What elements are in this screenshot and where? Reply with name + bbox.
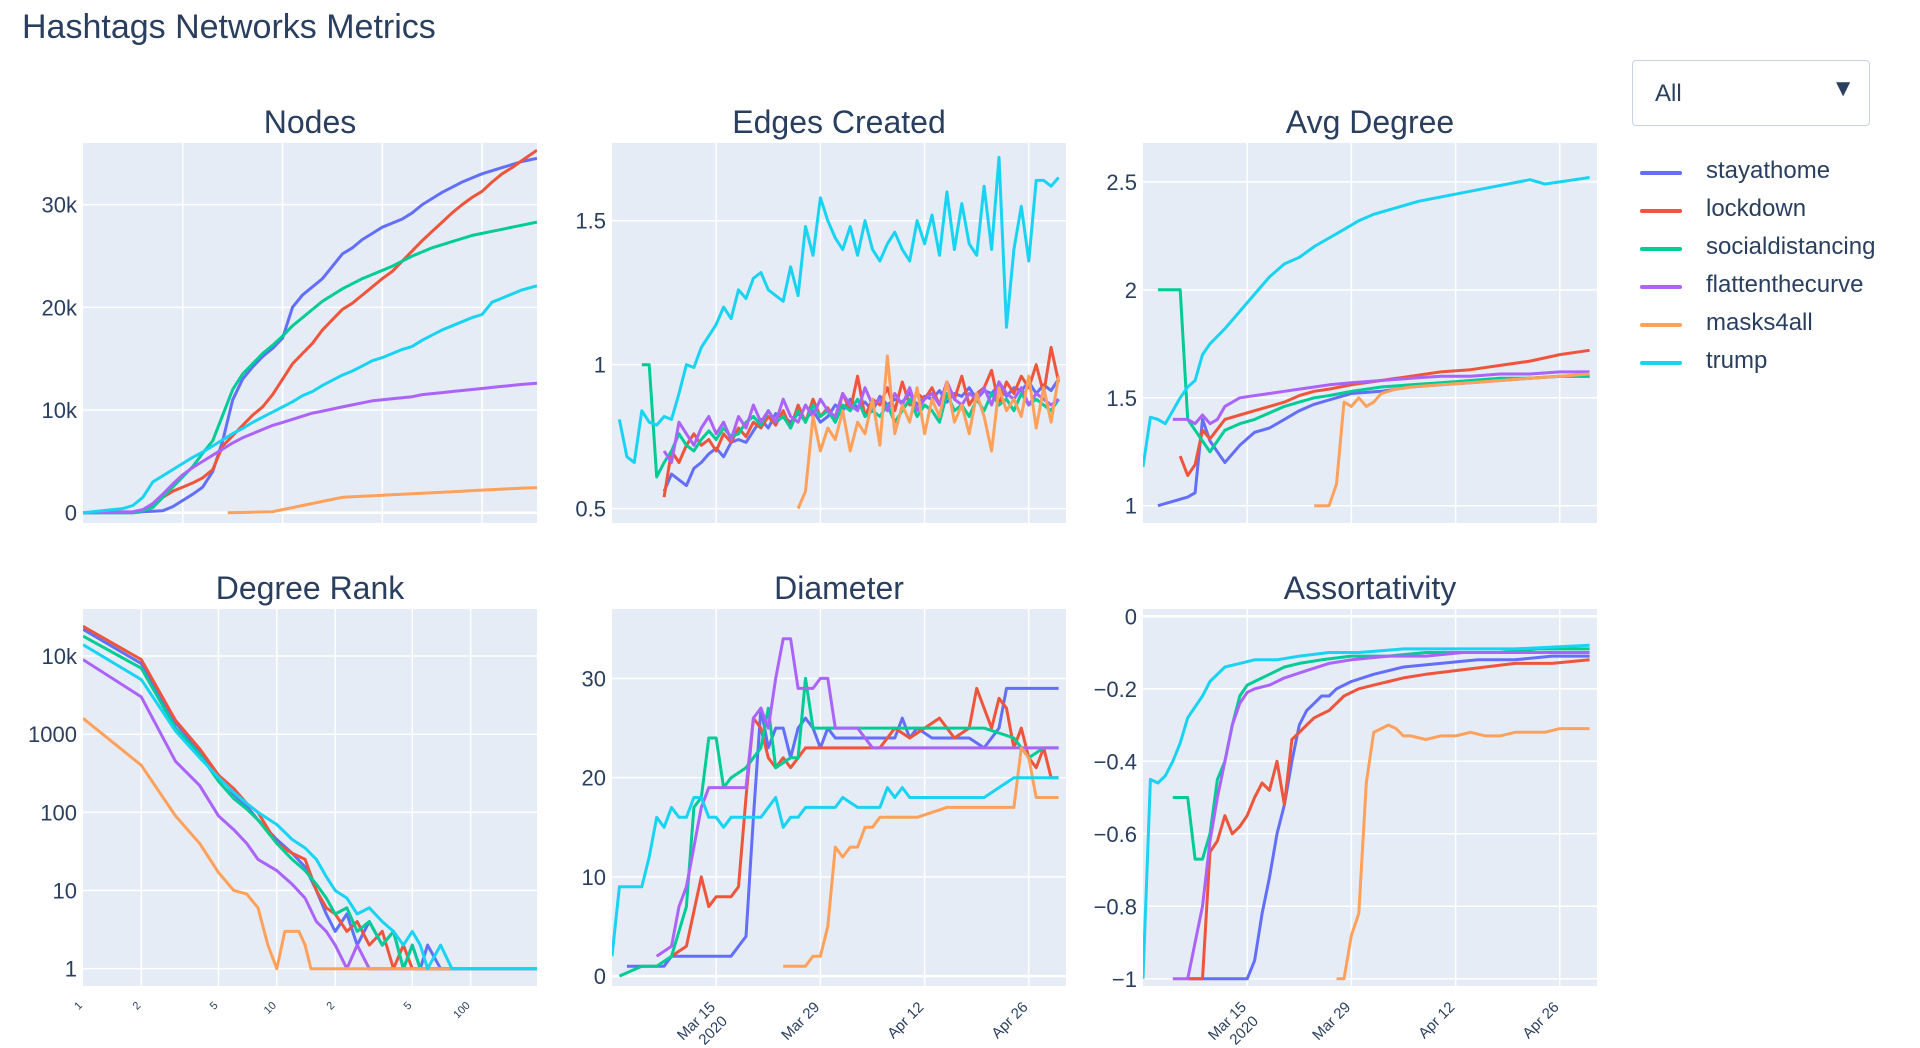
series-line-lockdown [1178,348,1590,477]
series-line-stayathome [626,686,1059,968]
y-tick-label: −0.2 [1094,677,1137,702]
subplot-title: Degree Rank [216,570,406,606]
series-line-masks4all [796,354,1061,510]
y-tick-label: 1 [65,957,77,982]
x-tick-label: Mar 29 [778,999,823,1044]
x-tick-label: 1 [72,1000,85,1013]
series-line-stayathome [1187,654,1590,981]
legend-swatch [1640,361,1682,365]
y-tick-label: 0 [594,964,606,989]
subplot-title: Nodes [264,104,357,140]
series-line-socialdistancing [1157,288,1590,454]
y-tick-label: 1 [1125,494,1137,519]
y-tick-label: 20k [42,295,78,320]
legend-label: flattenthecurve [1706,271,1864,298]
series-line-masks4all [1336,723,1590,981]
y-tick-label: 2.5 [1106,170,1137,195]
y-tick-label: 1000 [28,722,77,747]
series-line-trump [617,155,1060,464]
y-tick-label: 30 [582,666,606,691]
filter-dropdown[interactable]: All ▼ [1632,60,1870,126]
x-tick-label: Apr 26 [1519,999,1562,1042]
plot-area [1143,143,1597,523]
legend-label: socialdistancing [1706,233,1876,260]
y-tick-label: −0.4 [1094,749,1137,774]
plot-area [83,609,537,986]
subplot-degree-rank: 1 2 5 10 2 5 100 1 10 100 1000 10k Degree Rank [28,570,537,1021]
series-line-flattenthecurve [83,381,537,515]
series-line-trump [1143,643,1590,979]
legend-label: masks4all [1706,309,1813,336]
series-line-masks4all [83,717,537,971]
y-tick-label: 0.5 [575,497,606,522]
series-line-masks4all [227,486,537,515]
series-line-masks4all [1314,372,1590,508]
x-tick-label: 5 [402,1000,415,1013]
page-title: Hashtags Networks Metrics [22,8,436,46]
subplot-title: Diameter [774,570,904,606]
series-line-lockdown [142,148,537,511]
y-tick-label: 1.5 [575,209,606,234]
x-tick-label: Apr 12 [884,999,927,1042]
y-tick-label: −0.8 [1094,894,1137,919]
x-tick-label: 2 [324,1000,337,1013]
legend-swatch [1640,171,1682,175]
x-tick-label: 100 [451,1000,472,1021]
y-tick-label: 1.5 [1106,386,1137,411]
plot-area [612,143,1066,523]
legend-swatch [1640,285,1682,289]
series-line-masks4all [783,746,1059,968]
y-tick-label: 30k [42,193,78,218]
subplot-edges-created: 0.5 1 1.5 Edges Created [575,104,1066,523]
x-tick-label: Apr 26 [988,999,1031,1042]
legend-label: trump [1706,347,1768,374]
subplot-avg-degree: 1 1.5 2 2.5 Avg Degree [1106,104,1597,523]
y-tick-label: 20 [582,766,606,791]
legend-swatch [1640,247,1682,251]
legend-label: stayathome [1706,157,1831,184]
y-tick-label: 10k [42,398,78,423]
series-line-flattenthecurve [662,380,1060,464]
y-tick-label: 10 [582,865,606,890]
subplot-title: Avg Degree [1286,104,1454,140]
series-line-trump [1143,176,1590,468]
x-tick-label: Apr 12 [1415,999,1458,1042]
series-line-socialdistancing [618,676,1059,978]
series-line-trump [83,284,537,515]
series-line-trump [83,643,537,971]
subplot-title: Edges Created [732,104,945,140]
subplot-nodes: 0 10k 20k 30k Nodes [42,104,537,526]
y-tick-label: 1 [594,353,606,378]
subplot-title: Assortativity [1284,570,1456,606]
series-line-flattenthecurve [1172,651,1590,981]
y-tick-label: 2 [1125,278,1137,303]
triangle-down-icon: ▼ [1831,75,1855,102]
y-tick-label: 10k [42,644,78,669]
filter-dropdown-value: All [1655,80,1682,107]
y-tick-label: 10 [53,879,77,904]
x-tick-label: 10 [262,1000,279,1017]
series-line-flattenthecurve [1172,370,1590,426]
x-tick-label: Mar 29 [1309,999,1354,1044]
series-line-lockdown [670,686,1059,958]
plot-area [612,609,1066,986]
series-line-stayathome [83,156,537,515]
y-tick-label: 0 [1125,604,1137,629]
plot-area [1143,609,1597,986]
y-tick-label: 100 [40,800,77,825]
legend-label: lockdown [1706,195,1807,222]
series-line-trump [612,776,1059,957]
x-tick-label: 5 [208,1000,221,1013]
y-tick-label: 0 [65,501,77,526]
x-tick-label: 2 [131,1000,144,1013]
legend-swatch [1640,209,1682,213]
y-tick-label: −0.6 [1094,822,1137,847]
y-tick-label: −1 [1112,967,1137,992]
legend-swatch [1640,323,1682,327]
series-line-socialdistancing [1172,647,1590,861]
series-line-lockdown [1187,658,1590,981]
